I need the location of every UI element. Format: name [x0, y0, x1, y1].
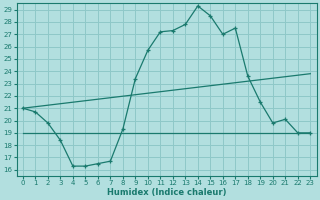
X-axis label: Humidex (Indice chaleur): Humidex (Indice chaleur)	[107, 188, 226, 197]
